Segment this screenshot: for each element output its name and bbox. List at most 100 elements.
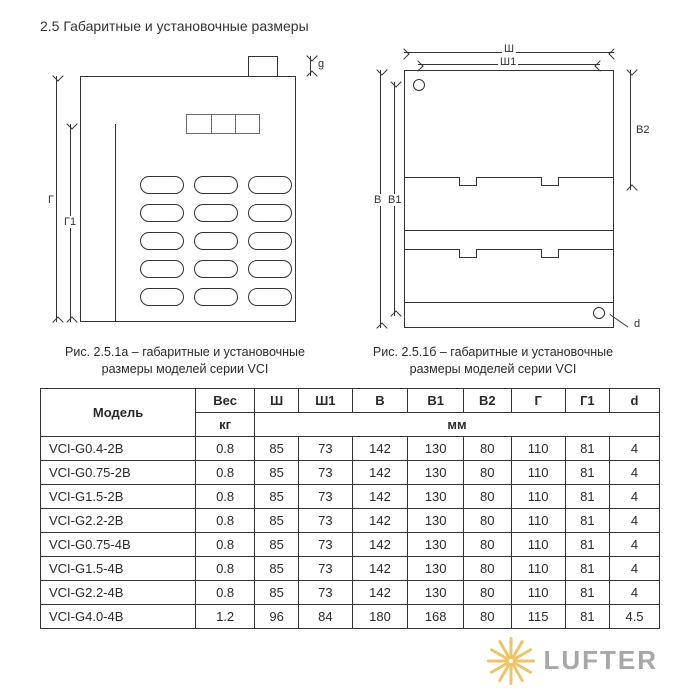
cell-value: 142: [352, 508, 408, 532]
dim-line-g: [56, 76, 57, 322]
diagram-a-vents: [140, 176, 292, 308]
cell-value: 73: [299, 460, 352, 484]
col-g1: Г1: [565, 388, 609, 412]
unit-weight: кг: [196, 412, 255, 436]
col-v: В: [352, 388, 408, 412]
cell-weight: 0.8: [196, 556, 255, 580]
unit-mm: мм: [255, 412, 660, 436]
cell-value: 168: [408, 604, 464, 628]
dim-line-v2: [630, 70, 631, 190]
cell-value: 81: [565, 532, 609, 556]
cell-value: 81: [565, 580, 609, 604]
cell-value: 130: [408, 580, 464, 604]
cell-value: 73: [299, 436, 352, 460]
cell-value: 130: [408, 484, 464, 508]
table-row: VCI-G1.5-4B0.8857314213080110814: [41, 556, 660, 580]
cell-value: 110: [511, 436, 565, 460]
cell-value: 73: [299, 556, 352, 580]
cell-value: 130: [408, 436, 464, 460]
diagram-b-outer: [404, 70, 614, 328]
cell-model: VCI-G2.2-2B: [41, 508, 196, 532]
cell-value: 130: [408, 508, 464, 532]
caption-b: Рис. 2.5.1б – габаритные и установочные …: [348, 344, 638, 378]
cell-value: 85: [255, 532, 299, 556]
cell-weight: 0.8: [196, 532, 255, 556]
cell-weight: 0.8: [196, 436, 255, 460]
cell-weight: 1.2: [196, 604, 255, 628]
cell-model: VCI-G1.5-4B: [41, 556, 196, 580]
col-weight: Вес: [196, 388, 255, 412]
cell-value: 85: [255, 508, 299, 532]
cell-value: 142: [352, 556, 408, 580]
diagram-a-display: [186, 114, 260, 134]
cell-value: 110: [511, 580, 565, 604]
cell-value: 73: [299, 532, 352, 556]
dim-label-v1: В1: [386, 194, 403, 206]
cell-value: 115: [511, 604, 565, 628]
cell-model: VCI-G0.75-4B: [41, 532, 196, 556]
section-title: 2.5 Габаритные и установочные размеры: [40, 18, 660, 34]
sun-icon: [507, 646, 537, 676]
cell-value: 142: [352, 436, 408, 460]
table-row: VCI-G0.4-2B0.8857314213080110814: [41, 436, 660, 460]
dim-label-sh: Ш: [502, 43, 516, 55]
dim-label-v: В: [372, 194, 383, 206]
dim-label-d: d: [632, 318, 642, 330]
cell-value: 130: [408, 556, 464, 580]
cell-value: 110: [511, 484, 565, 508]
cell-value: 4.5: [610, 604, 660, 628]
table-row: VCI-G0.75-4B0.8857314213080110814: [41, 532, 660, 556]
caption-a: Рис. 2.5.1а – габаритные и установочные …: [40, 344, 330, 378]
dim-line-g-small: [310, 56, 311, 76]
table-row: VCI-G1.5-2B0.8857314213080110814: [41, 484, 660, 508]
cell-value: 85: [255, 580, 299, 604]
cell-value: 81: [565, 556, 609, 580]
dim-label-sh1: Ш1: [498, 56, 518, 68]
cell-model: VCI-G2.2-4B: [41, 580, 196, 604]
table-row: VCI-G2.2-2B0.8857314213080110814: [41, 508, 660, 532]
cell-value: 142: [352, 484, 408, 508]
cell-value: 81: [565, 436, 609, 460]
cell-value: 110: [511, 460, 565, 484]
diagram-a-side-panel: [80, 124, 116, 322]
cell-model: VCI-G0.75-2B: [41, 460, 196, 484]
diagram-b: Ш Ш1 В В1 В2 d: [348, 46, 648, 336]
diagram-b-slot: [405, 249, 613, 303]
cell-value: 4: [610, 460, 660, 484]
table-row: VCI-G0.75-2B0.8857314213080110814: [41, 460, 660, 484]
cell-value: 4: [610, 484, 660, 508]
cell-value: 130: [408, 460, 464, 484]
mount-hole-icon: [593, 307, 605, 319]
col-v2: В2: [464, 388, 512, 412]
col-d: d: [610, 388, 660, 412]
cell-value: 81: [565, 484, 609, 508]
cell-value: 142: [352, 580, 408, 604]
col-sh1: Ш1: [299, 388, 352, 412]
table-row: VCI-G4.0-4B1.2968418016880115814.5: [41, 604, 660, 628]
cell-value: 142: [352, 532, 408, 556]
cell-value: 81: [565, 460, 609, 484]
col-sh: Ш: [255, 388, 299, 412]
watermark-text: LUFTER: [543, 645, 658, 676]
cell-value: 110: [511, 508, 565, 532]
col-v1: В1: [408, 388, 464, 412]
cell-value: 81: [565, 604, 609, 628]
mount-hole-icon: [413, 79, 425, 91]
diagram-a: Г Г1 g: [40, 46, 330, 336]
diagrams-row: Г Г1 g Ш Ш1 В В1 В2: [40, 46, 660, 336]
cell-value: 81: [565, 508, 609, 532]
cell-value: 130: [408, 532, 464, 556]
cell-value: 4: [610, 580, 660, 604]
dimensions-table: Модель Вес Ш Ш1 В В1 В2 Г Г1 d кг мм VCI…: [40, 388, 660, 629]
cell-value: 80: [464, 436, 512, 460]
cell-value: 85: [255, 556, 299, 580]
cell-weight: 0.8: [196, 484, 255, 508]
cell-value: 4: [610, 436, 660, 460]
cell-model: VCI-G0.4-2B: [41, 436, 196, 460]
cell-weight: 0.8: [196, 508, 255, 532]
cell-value: 80: [464, 532, 512, 556]
cell-value: 73: [299, 580, 352, 604]
dim-label-g1: Г1: [62, 216, 78, 228]
table-header-row: Модель Вес Ш Ш1 В В1 В2 Г Г1 d: [41, 388, 660, 412]
cell-value: 96: [255, 604, 299, 628]
